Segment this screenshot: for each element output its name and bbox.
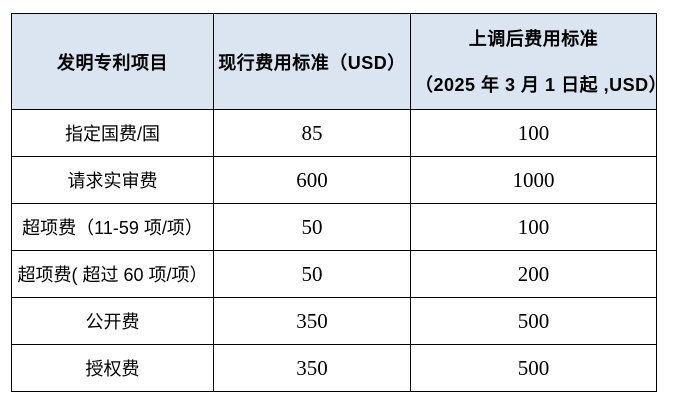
cell-item: 授权费	[11, 344, 214, 392]
cell-item: 公开费	[11, 297, 214, 345]
cell-item: 请求实审费	[11, 156, 214, 204]
cell-current-fee: 50	[213, 250, 411, 298]
patent-fee-table: 发明专利项目 现行费用标准（USD） 上调后费用标准 （2025 年 3 月 1…	[11, 13, 657, 392]
table-row: 超项费( 超过 60 项/项） 50 200	[11, 250, 657, 298]
header-new-fee-line2: （2025 年 3 月 1 日起 ,USD）	[415, 74, 657, 95]
cell-new-fee: 500	[410, 344, 657, 392]
cell-new-fee: 500	[410, 297, 657, 345]
header-item-column: 发明专利项目	[11, 13, 214, 110]
header-current-fee-column: 现行费用标准（USD）	[213, 13, 411, 110]
cell-current-fee: 600	[213, 156, 411, 204]
table-row: 授权费 350 500	[11, 344, 657, 392]
cell-item: 指定国费/国	[11, 109, 214, 157]
cell-current-fee: 350	[213, 344, 411, 392]
table-row: 公开费 350 500	[11, 297, 657, 345]
table-row: 超项费（11-59 项/项） 50 100	[11, 203, 657, 251]
table-row: 指定国费/国 85 100	[11, 109, 657, 157]
cell-item: 超项费（11-59 项/项）	[11, 203, 214, 251]
cell-new-fee: 1000	[410, 156, 657, 204]
cell-new-fee: 100	[410, 203, 657, 251]
table-header-row: 发明专利项目 现行费用标准（USD） 上调后费用标准 （2025 年 3 月 1…	[11, 13, 657, 110]
header-new-fee-line1: 上调后费用标准	[468, 28, 599, 49]
cell-item: 超项费( 超过 60 项/项）	[11, 250, 214, 298]
cell-new-fee: 100	[410, 109, 657, 157]
table-row: 请求实审费 600 1000	[11, 156, 657, 204]
cell-new-fee: 200	[410, 250, 657, 298]
cell-current-fee: 85	[213, 109, 411, 157]
header-new-fee-column: 上调后费用标准 （2025 年 3 月 1 日起 ,USD）	[410, 13, 657, 110]
cell-current-fee: 50	[213, 203, 411, 251]
cell-current-fee: 350	[213, 297, 411, 345]
